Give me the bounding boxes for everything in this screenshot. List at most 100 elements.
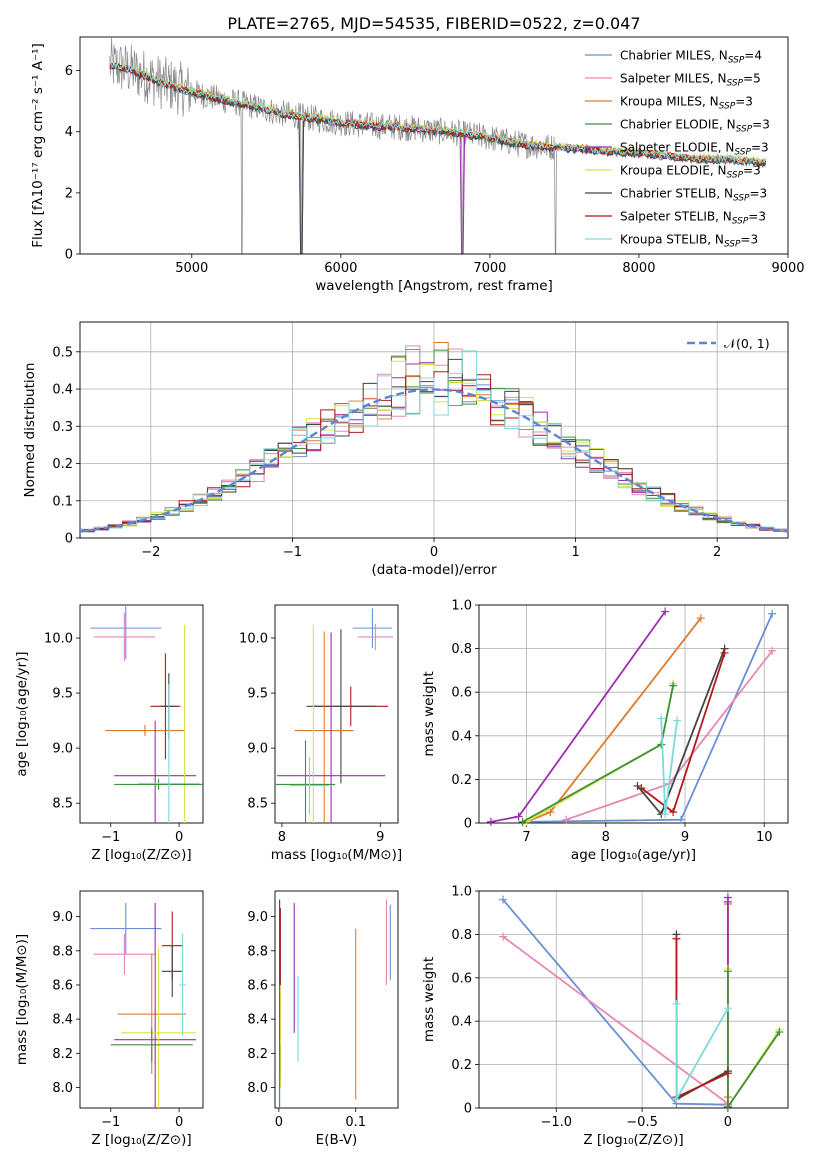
mass-weight-marker: [499, 895, 508, 904]
mass-weight-line-6: [675, 934, 729, 1101]
spectrum-lines: [109, 37, 767, 254]
x-tick-label: 10: [756, 830, 773, 845]
y-tick-label: 8.0: [247, 1081, 268, 1096]
axes-frame: [79, 890, 204, 1109]
mass-weight-marker: [661, 810, 670, 819]
mass-weight-marker: [775, 1028, 784, 1037]
spectrum-legend: Chabrier MILES, NSSP=4 Salpeter MILES, NS…: [585, 49, 770, 250]
y-tick-label: 6: [65, 64, 73, 79]
x-tick-label: 0: [175, 830, 183, 845]
x-tick-label: 7000: [473, 261, 506, 276]
x-tick-label: 9: [681, 830, 689, 845]
mass-weight-marker: [672, 1095, 681, 1104]
mass-weight-marker: [723, 967, 732, 976]
x-tick-label: 5000: [175, 261, 208, 276]
y-tick-label: 0: [464, 817, 472, 832]
x-axis-label: age [log₁₀(age/yr)]: [571, 847, 696, 863]
mass-vs-Z-panel: −1 0 8.0 8.2 8.4 8.6 8.8 9.0 Z [log₁₀(Z/Z⊙)] mass…: [14, 890, 204, 1148]
mass-weight-marker: [657, 714, 666, 723]
legend-suffix: =3: [735, 95, 753, 109]
y-tick-label: 0.2: [451, 773, 472, 788]
legend-label: Salpeter ELODIE, NSSP=3: [620, 141, 769, 158]
legend-suffix: =5: [743, 72, 761, 86]
legend-subscript: SSP: [728, 56, 745, 66]
mass-weight-marker: [669, 808, 678, 817]
axes-frame: [79, 321, 789, 539]
mass-weight-marker: [562, 815, 571, 824]
mass-weight-vs-age-panel: 7 8 9 10 0 0.2 0.4 0.6 0.8 1.0 age [log₁₀(age/yr)]…: [421, 599, 789, 863]
y-tick-label: 8.8: [247, 944, 268, 959]
legend-label: Chabrier MILES, NSSP=4: [620, 49, 762, 66]
mass-weight-line-1: [502, 935, 729, 1105]
mass-weight-marker: [486, 817, 495, 826]
y-tick-label: 10.0: [239, 632, 268, 647]
axes-frame: [79, 604, 204, 824]
y-axis-label: mass weight: [421, 957, 437, 1042]
x-tick-label: −1.0: [540, 1115, 572, 1130]
axes-frame: [79, 36, 789, 255]
y-tick-label: 0: [464, 1102, 472, 1117]
mass-weight-marker: [672, 999, 681, 1008]
legend-subscript: SSP: [719, 102, 736, 112]
y-tick-label: 0.6: [451, 971, 472, 986]
x-tick-label: 0.1: [345, 1115, 366, 1130]
legend-suffix: =3: [743, 164, 761, 178]
mass-weight-marker: [723, 1004, 732, 1013]
y-tick-label: 8.2: [52, 1047, 73, 1062]
y-tick-label: 1.0: [451, 599, 472, 614]
mass-weight-vs-Z-panel: −1.0 −0.5 0 0 0.2 0.4 0.6 0.8 1.0 Z [log₁₀(Z/Z⊙)]…: [421, 885, 789, 1148]
y-tick-label: 9.0: [247, 742, 268, 757]
x-tick-label: 9: [376, 830, 384, 845]
mass-weight-marker: [677, 815, 686, 824]
x-tick-label: −0.5: [626, 1115, 658, 1130]
y-tick-label: 0: [65, 248, 73, 263]
x-tick-label: −1: [101, 1115, 120, 1130]
x-tick-label: 0: [275, 1115, 283, 1130]
residuals-panel: −2 −1 0 1 2 0 0.1 0.2 0.3 0.4 0.5 (data-model)/erro…: [22, 321, 789, 578]
x-axis-label: (data-model)/error: [371, 562, 497, 578]
legend-suffix: =3: [750, 187, 768, 201]
x-tick-label: −1: [101, 830, 120, 845]
legend-subscript: SSP: [734, 148, 751, 158]
age-vs-mass-points: [275, 608, 394, 823]
axes-frame: [274, 604, 399, 824]
y-tick-label: 8.0: [52, 1081, 73, 1096]
legend-suffix: =3: [740, 233, 758, 247]
mass-vs-EBV-panel: 0 0.1 8.0 8.2 8.4 8.6 8.8 9.0 E(B-V): [247, 890, 399, 1148]
y-tick-label: 0.4: [52, 383, 73, 398]
y-tick-label: 1.0: [451, 885, 472, 900]
y-tick-label: 9.0: [52, 742, 73, 757]
y-tick-label: 8.4: [247, 1013, 268, 1028]
model-spectrum-7: [109, 62, 766, 167]
y-axis-label: Normed distribution: [22, 363, 38, 498]
mass-weight-line-0: [502, 899, 728, 1106]
y-axis-label: mass [log₁₀(M/M⊙)]: [14, 934, 30, 1065]
x-tick-label: 1: [571, 545, 579, 560]
x-axis-label: mass [log₁₀(M/M⊙)]: [271, 847, 402, 863]
y-tick-label: 8.4: [52, 1013, 73, 1028]
x-tick-label: 7: [522, 830, 530, 845]
y-tick-label: 8.5: [247, 797, 268, 812]
mass-weight-line-7: [675, 938, 729, 1099]
legend-subscript: SSP: [732, 217, 749, 227]
y-tick-label: 0.3: [52, 420, 73, 435]
y-tick-label: 0.6: [451, 686, 472, 701]
mass-weight-marker: [672, 934, 681, 943]
legend-label: 𝒩(0, 1): [724, 336, 770, 351]
x-tick-label: 9000: [771, 261, 804, 276]
y-tick-label: 0.2: [451, 1058, 472, 1073]
mass-weight-line-4: [727, 969, 781, 1110]
legend-suffix: =4: [744, 49, 762, 63]
x-tick-label: 0: [175, 1115, 183, 1130]
y-tick-label: 0.2: [52, 457, 73, 472]
legend-subscript: SSP: [727, 79, 744, 89]
x-tick-label: 8: [602, 830, 610, 845]
y-axis-label: age [log₁₀(age/yr)]: [14, 651, 30, 776]
x-tick-label: 8: [278, 830, 286, 845]
legend-label: Salpeter MILES, NSSP=5: [620, 72, 761, 89]
legend-label: Chabrier STELIB, NSSP=3: [620, 187, 767, 204]
legend-subscript: SSP: [736, 125, 753, 135]
y-axis-label: mass weight: [421, 671, 437, 756]
x-tick-label: 6000: [324, 261, 357, 276]
